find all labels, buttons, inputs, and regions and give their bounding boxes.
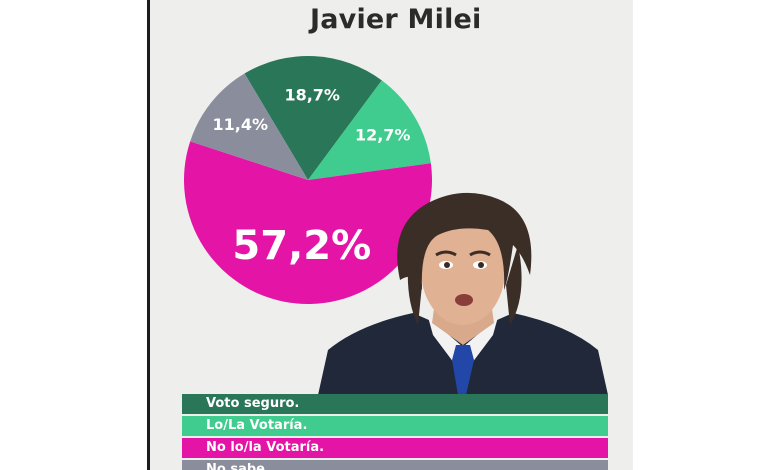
slice-label-no-sabe: 11,4% — [212, 115, 268, 134]
slice-label-lo-votaria: 12,7% — [355, 125, 411, 144]
chart-card: Javier Milei 18,7% 12,7% 57,2% 11,4% Voto s… — [147, 0, 633, 470]
pie-slice-no-sabe — [190, 73, 308, 180]
legend-item-no-votaria: No lo/la Votaría. — [182, 438, 608, 458]
slice-label-voto-seguro: 18,7% — [284, 85, 340, 104]
chart-title: Javier Milei — [310, 4, 482, 35]
legend-item-no-sabe: No sabe — [182, 460, 608, 470]
pie-slice-no-votaria — [184, 141, 432, 304]
pie-slice-lo-votaria — [308, 80, 431, 180]
legend-item-lo-votaria: Lo/La Votaría. — [182, 416, 608, 436]
pie-chart: 18,7% 12,7% 57,2% 11,4% — [184, 56, 432, 304]
pie-slice-voto-seguro — [244, 56, 382, 180]
person-photo — [318, 192, 608, 395]
slice-label-no-votaria: 57,2% — [232, 223, 371, 269]
legend-item-voto-seguro: Voto seguro. — [182, 394, 608, 414]
